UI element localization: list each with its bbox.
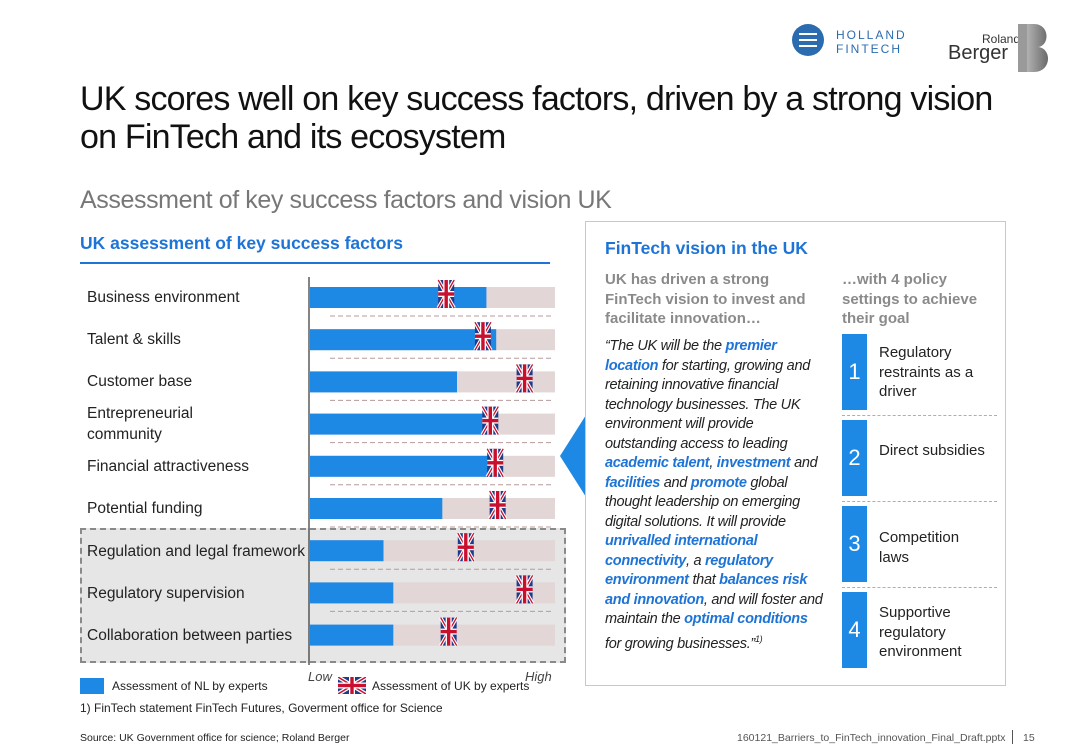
quote-highlight: academic talent [605, 455, 710, 471]
policy-divider [842, 501, 997, 502]
quote-highlight: premier location [605, 338, 777, 374]
nl-bar [310, 455, 497, 477]
quote-segment: “The UK will be the [605, 338, 726, 354]
uk-flag-icon [515, 363, 535, 394]
uk-flag-icon [515, 574, 535, 605]
fintech-vision-panel [585, 221, 1006, 686]
legend-nl-swatch [80, 678, 104, 694]
quote-highlight: promote [690, 474, 747, 491]
vision-quote: “The UK will be the premier location for… [605, 337, 827, 654]
policy-label: Supportive regulatory environment [879, 604, 962, 660]
policy-label: Competition laws [879, 529, 960, 566]
quote-segment: and [660, 474, 691, 491]
nl-bar [310, 624, 394, 646]
factor-label: Regulation and legal framework [87, 543, 305, 560]
factor-label: Talent & skills [87, 331, 181, 348]
quote-segment: , a [686, 552, 705, 569]
holland-fintech-logo-text-2: FINTECH [836, 42, 902, 56]
page-subtitle: Assessment of key success factors and vi… [80, 186, 612, 214]
uk-flag-icon [456, 532, 476, 563]
page-title: UK scores well on key success factors, d… [80, 80, 993, 156]
roland-berger-logo-text-2: Berger [948, 42, 1009, 64]
factor-label: Regulatory supervision [87, 585, 245, 602]
quote-highlight: regulatory environment [605, 552, 773, 589]
factor-label: Financial attractiveness [87, 458, 249, 475]
quote-highlight: investment [716, 455, 791, 471]
source-note: Source: UK Government office for science… [80, 732, 350, 744]
nl-bar [310, 498, 443, 519]
quote-highlight: balances risk and innovation [605, 572, 808, 608]
roland-berger-logo-text: Roland [982, 32, 1021, 46]
quote-segment: global thought leadership on emerging di… [605, 474, 800, 530]
holland-fintech-logo-text: HOLLAND [836, 28, 907, 42]
uk-flag-icon [485, 447, 505, 478]
factor-label: Customer base [87, 373, 193, 390]
uk-flag-icon [488, 490, 508, 520]
policy-divider [842, 587, 997, 588]
roland-berger-logo: Roland Berger [948, 22, 1058, 76]
policy-number-badge: 3 [842, 506, 867, 582]
nl-bar [310, 540, 384, 562]
uk-flag-icon [436, 279, 456, 309]
quote-highlight: optimal conditions [684, 611, 808, 627]
policy-number-badge: 4 [842, 592, 867, 668]
chart-title: UK assessment of key success factors [80, 233, 403, 253]
heading-underline [80, 262, 550, 264]
uk-flag-icon [439, 616, 459, 647]
policy-subheading: …with 4 policy settings to achieve their… [842, 271, 978, 327]
quote-segment: for starting, growing and retaining inno… [605, 357, 810, 452]
nl-bar [310, 582, 394, 604]
page-number: 15 [1023, 732, 1035, 744]
nl-bar [310, 287, 487, 308]
quote-footnote-mark: 1) [754, 633, 763, 644]
vision-subheading: UK has driven a strong FinTech vision to… [605, 271, 806, 327]
vision-heading: FinTech vision in the UK [605, 238, 808, 258]
quote-segment: and [790, 455, 818, 471]
quote-segment: that [688, 572, 720, 588]
factor-label: Collaboration between parties [87, 627, 293, 644]
factor-label: Entrepreneurial community [87, 405, 193, 443]
holland-fintech-logo-icon [792, 24, 824, 56]
factor-label: Business environment [87, 289, 240, 306]
policy-label: Direct subsidies [879, 442, 985, 459]
quote-highlight: facilities [605, 474, 661, 491]
legend-uk-flag-icon [338, 677, 366, 694]
quote-segment: , and will foster and maintain the [605, 591, 823, 628]
legend-uk-label: Assessment of UK by experts [372, 679, 530, 693]
footer-divider [1012, 730, 1013, 744]
holland-fintech-logo: HOLLAND FINTECH [792, 24, 912, 60]
nl-bar [310, 413, 489, 435]
roland-berger-b-icon [1018, 24, 1049, 72]
scale-high-label: High [525, 669, 552, 684]
legend-nl-label: Assessment of NL by experts [112, 679, 268, 693]
quote-segment: , [709, 455, 717, 471]
nl-bar [310, 329, 497, 351]
file-name: 160121_Barriers_to_FinTech_innovation_Fi… [737, 732, 1006, 744]
quote-highlight: unrivalled international connectivity [605, 533, 758, 569]
policy-number-badge: 1 [842, 334, 867, 410]
policy-divider [842, 415, 997, 416]
policy-label: Regulatory restraints as a driver [879, 344, 974, 400]
uk-flag-icon [480, 405, 500, 436]
footnote: 1) FinTech statement FinTech Futures, Go… [80, 701, 443, 715]
arrow-left-icon [560, 415, 586, 497]
factor-label: Potential funding [87, 500, 203, 517]
uk-flag-icon [473, 321, 493, 352]
nl-bar [310, 371, 457, 393]
vision-quote-text: “The UK will be the premier location for… [605, 338, 823, 651]
policy-number-badge: 2 [842, 420, 867, 496]
scale-low-label: Low [308, 669, 332, 684]
quote-segment: for growing businesses.” [605, 635, 755, 652]
